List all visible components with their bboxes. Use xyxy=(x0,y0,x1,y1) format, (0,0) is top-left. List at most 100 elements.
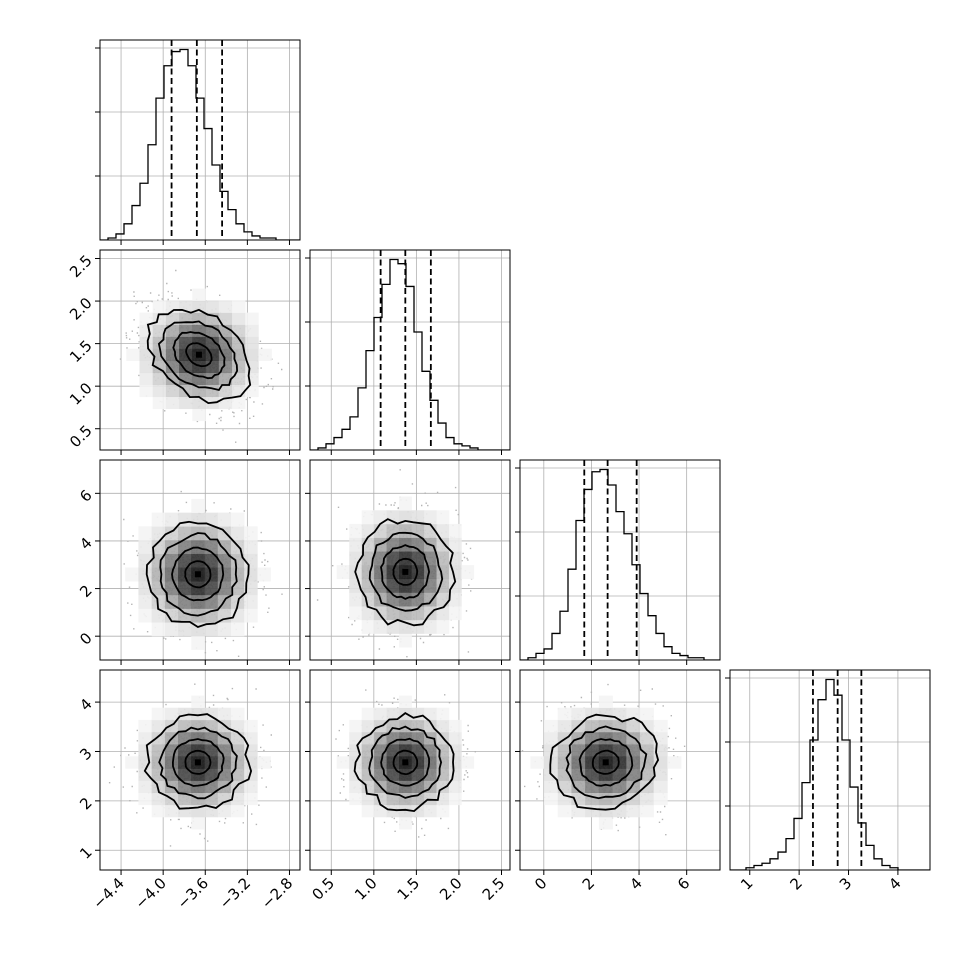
density-cell xyxy=(653,768,668,781)
density-cell xyxy=(585,804,600,818)
density-cell xyxy=(639,744,654,757)
density-cell xyxy=(204,768,219,781)
density-cell xyxy=(192,288,206,301)
contour-line xyxy=(184,560,212,589)
density-cell xyxy=(626,707,641,721)
density-cell xyxy=(218,384,233,398)
density-cell xyxy=(436,792,450,806)
contour-line xyxy=(172,331,226,380)
panel-2-2 xyxy=(515,459,721,665)
density-cell xyxy=(151,768,166,781)
density-cell xyxy=(598,695,613,709)
density-cell xyxy=(374,606,387,621)
panel-frame xyxy=(309,669,511,871)
density-cell xyxy=(138,567,152,582)
y-tick-label: 1 xyxy=(76,843,95,862)
density-cell xyxy=(151,608,166,623)
density-cell xyxy=(612,804,627,818)
density-cell xyxy=(230,567,245,582)
density-cell xyxy=(164,622,179,637)
density-cell xyxy=(598,780,613,793)
density-cell xyxy=(244,608,258,623)
density-cell xyxy=(138,780,152,793)
contour-line xyxy=(171,546,225,602)
density-cell xyxy=(448,780,462,793)
x-tick-label: 6 xyxy=(674,874,693,893)
density-peak xyxy=(402,568,409,575)
density-cell xyxy=(544,780,559,793)
density-cell xyxy=(361,523,375,538)
density-cell xyxy=(361,731,375,745)
density-cell xyxy=(231,372,246,386)
y-tick-label: 1.5 xyxy=(66,337,96,367)
density-cell xyxy=(424,510,437,525)
density-cell xyxy=(191,707,205,721)
density-peak xyxy=(194,571,201,578)
density-cell xyxy=(257,756,271,769)
contour-line xyxy=(565,725,648,800)
density-cell xyxy=(192,300,206,313)
density-cell xyxy=(244,526,258,541)
histogram-3 xyxy=(730,678,930,870)
density-cell xyxy=(179,336,193,349)
density-cell xyxy=(164,756,179,769)
density-cell xyxy=(139,384,153,398)
density-cell xyxy=(436,537,450,552)
density-cell xyxy=(557,719,572,733)
density-cell xyxy=(245,324,259,337)
density-cell xyxy=(436,744,450,757)
density-cell xyxy=(639,707,654,721)
density-cell xyxy=(178,768,192,781)
density-cell xyxy=(448,792,462,806)
density-cell xyxy=(178,553,192,568)
density-cell xyxy=(178,622,192,637)
density-cell xyxy=(125,756,139,769)
density-cell xyxy=(164,512,179,527)
density-cell xyxy=(349,792,362,806)
density-cell xyxy=(205,300,220,313)
x-tick-label: 3 xyxy=(836,874,855,893)
density-cell xyxy=(448,744,462,757)
density-cell xyxy=(461,756,475,769)
panel-contents xyxy=(119,269,283,443)
density-cell xyxy=(244,792,258,806)
panel-contents xyxy=(123,490,283,657)
x-tick-label: −3.2 xyxy=(216,874,254,912)
density-cell xyxy=(399,606,412,621)
density-cell xyxy=(448,756,462,769)
density-cell xyxy=(231,348,246,361)
y-tick-label: 0.5 xyxy=(66,422,96,452)
density-cell xyxy=(204,581,219,596)
density-cell xyxy=(139,336,153,349)
contour-line xyxy=(157,320,239,392)
density-cell xyxy=(230,526,245,541)
density-cell xyxy=(205,360,220,374)
density-cell xyxy=(653,719,668,733)
density-cell xyxy=(192,312,206,325)
density-cell xyxy=(598,731,613,745)
panel-2-0: 0 2 4 6 xyxy=(76,459,301,665)
density-cell xyxy=(217,804,232,818)
density-cell xyxy=(204,553,219,568)
density-cell xyxy=(231,360,246,374)
density-cell xyxy=(386,606,400,621)
density-cell xyxy=(557,756,572,769)
density-cell xyxy=(164,707,179,721)
density-cell xyxy=(349,606,362,621)
panel-frame xyxy=(99,459,301,661)
density-cell xyxy=(257,567,271,582)
x-tick-label: 2 xyxy=(579,874,598,893)
contour-line xyxy=(368,531,444,612)
density-cell xyxy=(258,348,272,361)
density-cell xyxy=(230,622,245,637)
density-cell xyxy=(138,768,152,781)
density-cell xyxy=(191,816,205,830)
density-cell xyxy=(436,804,450,818)
density-cell xyxy=(612,744,627,757)
density-cell xyxy=(139,372,153,386)
density-cell xyxy=(336,565,350,580)
density-cell xyxy=(205,372,220,386)
density-cell xyxy=(399,780,412,793)
density-cell xyxy=(191,512,205,527)
